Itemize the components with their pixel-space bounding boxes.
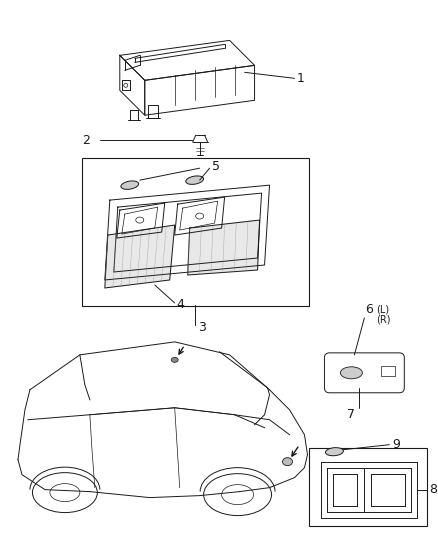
Bar xyxy=(82,158,310,306)
Text: 4: 4 xyxy=(177,298,184,311)
Text: 3: 3 xyxy=(198,321,205,334)
Bar xyxy=(381,366,396,376)
Text: 6: 6 xyxy=(365,303,373,317)
Text: 5: 5 xyxy=(212,160,219,173)
Text: 1: 1 xyxy=(297,72,304,85)
Polygon shape xyxy=(105,225,175,288)
Text: (R): (R) xyxy=(376,315,391,325)
Ellipse shape xyxy=(171,357,178,362)
Text: 2: 2 xyxy=(82,134,90,147)
Text: 9: 9 xyxy=(392,438,400,451)
Ellipse shape xyxy=(186,176,204,184)
Ellipse shape xyxy=(121,181,139,189)
Text: 7: 7 xyxy=(347,408,355,421)
Ellipse shape xyxy=(325,448,343,456)
Bar xyxy=(310,448,427,526)
Ellipse shape xyxy=(283,458,293,466)
Polygon shape xyxy=(187,220,260,275)
Text: 8: 8 xyxy=(429,483,437,496)
Ellipse shape xyxy=(340,367,362,379)
Text: (L): (L) xyxy=(376,305,389,315)
